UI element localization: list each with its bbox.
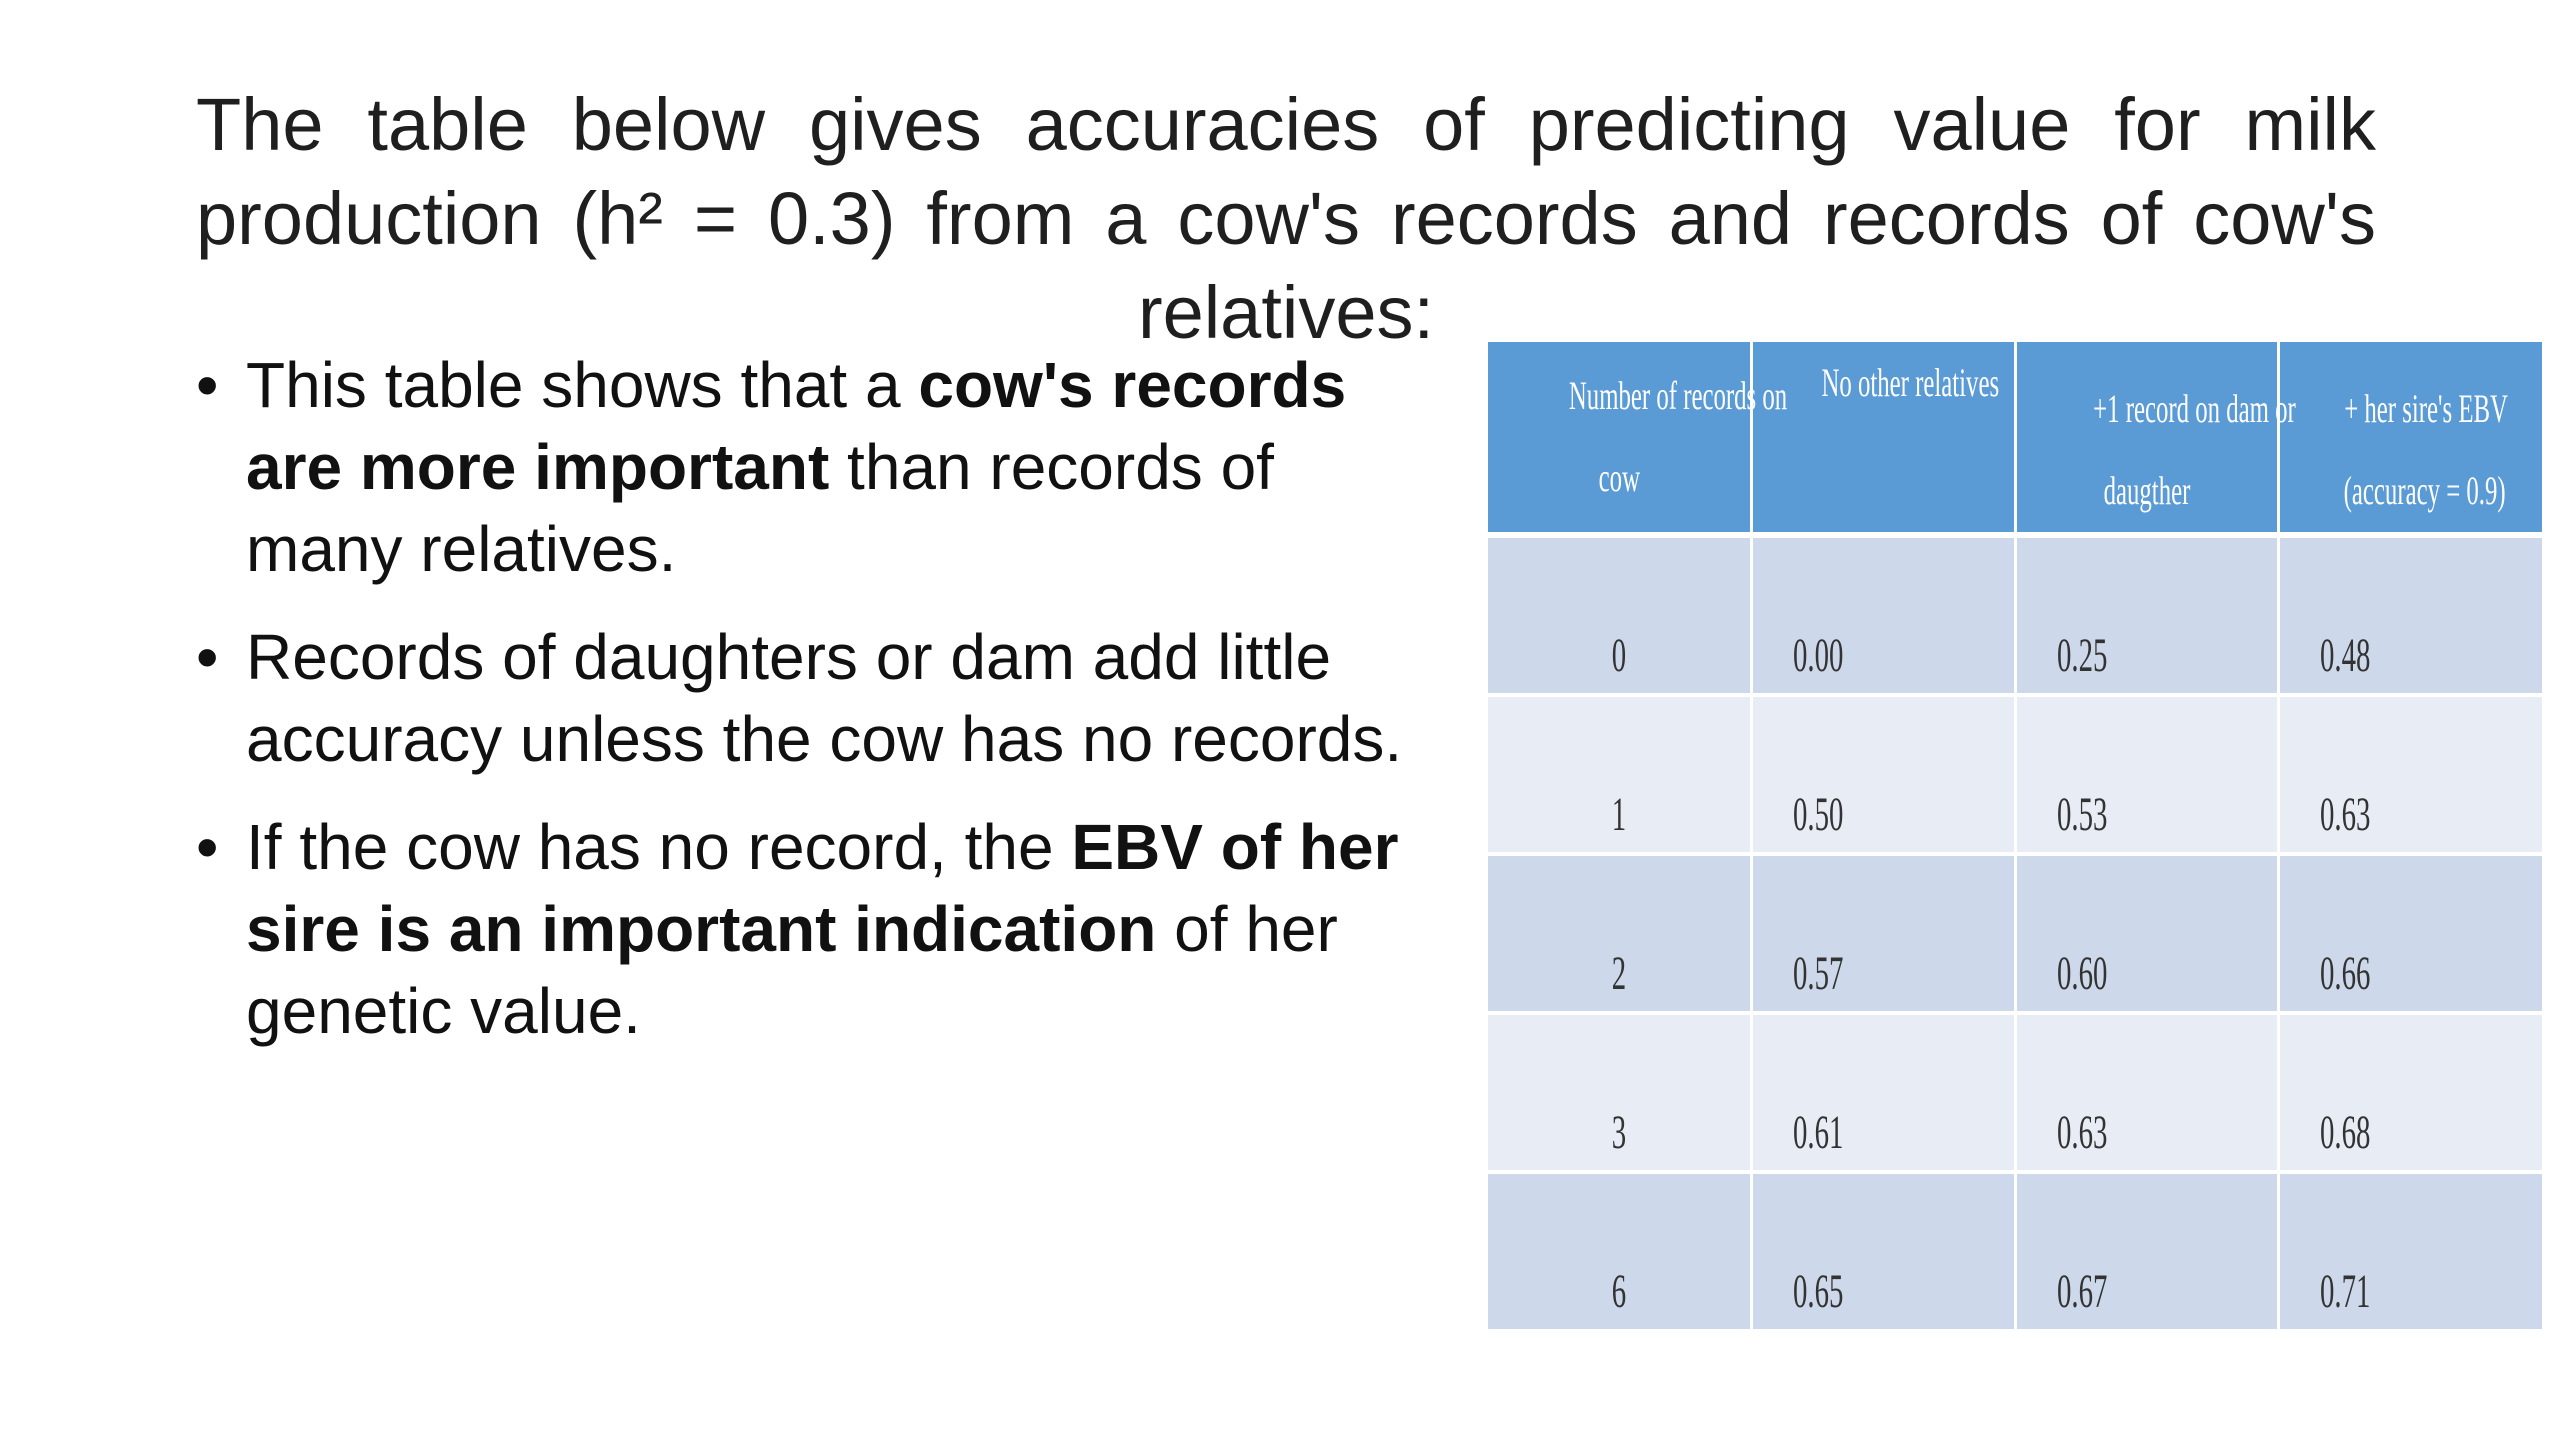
table-cell: 0.71: [2278, 1172, 2542, 1333]
bullet-list: • This table shows that a cow's records …: [196, 344, 1416, 1078]
cell-value: 3: [1611, 1106, 1627, 1159]
cell-value: 0: [1611, 629, 1627, 682]
cell-value: 0.53: [2056, 788, 2107, 841]
cell-value: 0.71: [2320, 1265, 2371, 1318]
table-row: 2 0.57 0.60 0.66: [1488, 854, 2542, 1015]
header-sire-ebv: + her sire's EBV (accuracy = 0.9): [2278, 342, 2542, 538]
header-line: Number of records on: [1568, 373, 1788, 418]
table-cell: 0.57: [1751, 854, 2017, 1015]
cell-value: 0.68: [2320, 1106, 2371, 1159]
table-cell: 0.68: [2278, 1013, 2542, 1174]
table-cell: 0.48: [2278, 535, 2542, 697]
header-line: daugther: [2103, 468, 2191, 513]
bullet-text-part: This table shows that a: [246, 349, 919, 421]
table-cell: 0.60: [2015, 854, 2280, 1015]
bullet-text-bold: EBV of her sire is an important indicati…: [246, 811, 1399, 965]
cell-value: 0.48: [2320, 629, 2371, 682]
cell-value: 2: [1611, 947, 1627, 1000]
table-row: 6 0.65 0.67 0.71: [1488, 1172, 2542, 1333]
table-cell: 3: [1488, 1013, 1753, 1174]
table-row: 3 0.61 0.63 0.68: [1488, 1013, 2542, 1174]
cell-value: 0.50: [1793, 788, 1844, 841]
table-cell: 0.61: [1751, 1013, 2017, 1174]
table-row: 1 0.50 0.53 0.63: [1488, 695, 2542, 856]
bullet-text-part: of her genetic value.: [246, 893, 1338, 1047]
table-cell: 2: [1488, 854, 1753, 1015]
cell-value: 0.63: [2056, 1106, 2107, 1159]
bullet-dot-icon: •: [196, 811, 219, 883]
cell-value: 6: [1611, 1265, 1627, 1318]
header-line: (accuracy = 0.9): [2343, 468, 2506, 513]
cell-value: 0.61: [1793, 1106, 1844, 1159]
header-record-dam-daughter: +1 record on dam or daugther: [2015, 342, 2295, 538]
table-cell: 0.50: [1751, 695, 2017, 856]
cell-value: 0.60: [2056, 947, 2107, 1000]
table-cell: 0.63: [2015, 1013, 2280, 1174]
table-cell: 0.67: [2015, 1172, 2280, 1333]
accuracy-table: Number of records on cow No other relativ…: [1488, 342, 2542, 1333]
cell-value: 0.67: [2056, 1265, 2107, 1318]
bullet-text-bold: cow's records are more important: [246, 349, 1347, 503]
bullet-dot-icon: •: [196, 349, 219, 421]
bullet-dot-icon: •: [196, 621, 219, 693]
table-cell: 0.00: [1751, 535, 2017, 697]
table-cell: 0.65: [1751, 1172, 2017, 1333]
header-line: No other relatives: [1821, 360, 2000, 405]
table-cell: 0.66: [2278, 854, 2542, 1015]
cell-value: 0.63: [2320, 788, 2371, 841]
cell-value: 0.66: [2320, 947, 2371, 1000]
cell-value: 1: [1611, 788, 1627, 841]
slide-title: The table below gives accuracies of pred…: [196, 83, 2376, 354]
table-row: 0 0.00 0.25 0.48: [1488, 535, 2542, 697]
header-line: cow: [1598, 455, 1640, 500]
header-no-other-relatives: No other relatives: [1751, 342, 2017, 538]
bullet-item: • If the cow has no record, the EBV of h…: [196, 806, 1416, 1052]
header-line: + her sire's EBV: [2344, 386, 2508, 431]
bullet-item: • This table shows that a cow's records …: [196, 344, 1416, 590]
table-cell: 0.53: [2015, 695, 2280, 856]
table-cell: 0: [1488, 535, 1753, 697]
bullet-text-part: If the cow has no record, the: [246, 811, 1072, 883]
table-cell: 0.63: [2278, 695, 2542, 856]
bullet-item: • Records of daughters or dam add little…: [196, 616, 1416, 780]
cell-value: 0.65: [1793, 1265, 1844, 1318]
accuracy-table-container: Number of records on cow No other relativ…: [1488, 342, 2542, 1333]
table-cell: 0.25: [2015, 535, 2280, 697]
cell-value: 0.00: [1793, 629, 1844, 682]
bullet-text-part: than records of many relatives.: [246, 431, 1274, 585]
bullet-text-part: Records of daughters or dam add little a…: [246, 621, 1403, 775]
cell-value: 0.57: [1793, 947, 1844, 1000]
cell-value: 0.25: [2056, 629, 2107, 682]
table-header-row: Number of records on cow No other relativ…: [1488, 342, 2542, 538]
table-cell: 6: [1488, 1172, 1753, 1333]
header-records-on-cow: Number of records on cow: [1488, 342, 1787, 538]
table-cell: 1: [1488, 695, 1753, 856]
header-line: +1 record on dam or: [2092, 386, 2296, 431]
